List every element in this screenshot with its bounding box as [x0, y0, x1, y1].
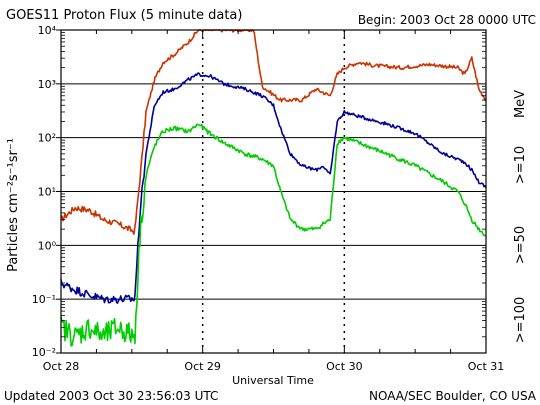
y-axis-label: Particles cm⁻²s⁻¹sr⁻¹ [6, 138, 21, 272]
legend: >=10 >=50 >=100 MeV [513, 90, 528, 343]
legend-entry-50mev: >=50 [513, 226, 528, 264]
legend-entry-100mev: >=100 [513, 297, 528, 344]
series-line-2 [60, 123, 487, 347]
y-tick-label: 10² [38, 132, 56, 145]
series-line-1 [60, 72, 487, 304]
credit-text: NOAA/SEC Boulder, CO USA [369, 389, 537, 403]
x-tick-label: Oct 28 [43, 360, 80, 373]
y-tick-label: 10⁻¹ [32, 293, 56, 306]
series-line-0 [60, 29, 486, 235]
begin-label: Begin: 2003 Oct 28 0000 UTC [358, 13, 536, 27]
y-tick-label: 10⁻² [32, 346, 56, 359]
x-axis-label: Universal Time [232, 374, 314, 387]
x-tick-label: Oct 29 [184, 360, 221, 373]
legend-entry-10mev: >=10 [513, 146, 528, 184]
grid-lines [61, 30, 486, 353]
legend-unit: MeV [513, 90, 528, 118]
updated-timestamp: Updated 2003 Oct 30 23:56:03 UTC [4, 389, 218, 403]
y-tick-label: 10³ [38, 78, 56, 91]
series-layer [60, 29, 487, 347]
axis-ticks: 10⁻² 10⁻¹ 10⁰ 10¹ 10² 10³ 10⁴ Oct 28 Oct 29 Oct 3… [32, 24, 504, 373]
y-tick-label: 10¹ [38, 186, 56, 199]
x-tick-label: Oct 30 [326, 360, 363, 373]
chart-title: GOES11 Proton Flux (5 minute data) [6, 8, 242, 23]
y-tick-label: 10⁰ [38, 239, 57, 252]
y-tick-label: 10⁴ [38, 24, 57, 37]
x-tick-label: Oct 31 [468, 360, 505, 373]
